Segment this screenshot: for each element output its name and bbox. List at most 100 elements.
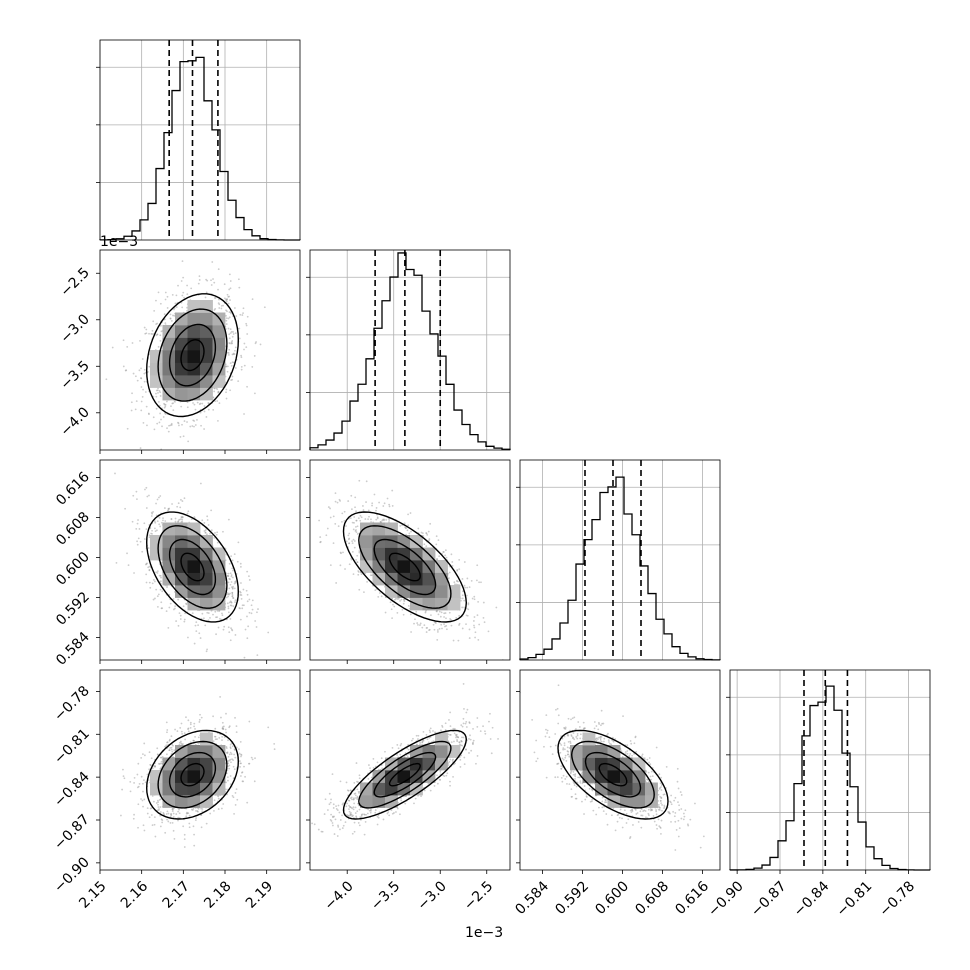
sample-point <box>326 527 329 530</box>
sample-point <box>156 572 159 574</box>
sample-point <box>337 525 340 528</box>
sample-point <box>209 812 212 815</box>
sample-point <box>204 624 207 627</box>
sample-point <box>195 621 198 624</box>
sample-point <box>240 594 243 596</box>
sample-point <box>375 518 378 521</box>
sample-point <box>193 642 196 645</box>
sample-point <box>164 291 167 294</box>
sample-point <box>187 440 190 443</box>
sample-point <box>467 603 470 606</box>
sample-point <box>417 527 420 530</box>
sample-point <box>166 400 168 403</box>
sample-point <box>228 333 231 336</box>
sample-point <box>154 580 156 583</box>
sample-point <box>209 616 211 619</box>
density-cell <box>175 535 188 548</box>
sample-point <box>409 613 412 616</box>
sample-point <box>217 419 219 422</box>
sample-point <box>440 623 443 626</box>
sample-point <box>428 539 430 542</box>
sample-point <box>214 532 216 534</box>
sample-point <box>357 517 360 520</box>
sample-point <box>230 601 233 603</box>
sample-point <box>172 409 175 412</box>
sample-point <box>159 588 162 591</box>
sample-point <box>358 550 361 552</box>
sample-point <box>228 348 231 351</box>
contour-2 <box>358 525 452 609</box>
sample-point <box>169 602 172 605</box>
density-cell <box>187 350 201 363</box>
sample-point <box>338 498 341 501</box>
sample-point <box>153 816 156 818</box>
sample-point <box>248 598 251 601</box>
sample-point <box>171 402 174 405</box>
sample-point <box>189 425 192 428</box>
sample-point <box>161 755 164 758</box>
sample-point <box>146 495 149 498</box>
density-cell <box>175 387 188 401</box>
sample-point <box>190 518 193 521</box>
sample-point <box>230 364 233 367</box>
sample-point <box>467 608 470 611</box>
sample-point <box>355 510 357 513</box>
sample-point <box>205 291 208 294</box>
sample-point <box>148 332 150 335</box>
sample-point <box>183 618 186 621</box>
sample-point <box>114 472 116 475</box>
panel-frame <box>99 459 301 661</box>
sample-point <box>233 749 236 751</box>
sample-point <box>318 519 320 522</box>
sample-point <box>213 281 216 284</box>
density-cell <box>200 387 213 401</box>
sample-point <box>216 738 218 741</box>
sample-point <box>384 611 387 614</box>
sample-point <box>217 797 220 800</box>
sample-point <box>227 327 230 330</box>
sample-point <box>226 602 229 605</box>
sample-point <box>161 821 164 824</box>
sample-point <box>240 582 242 584</box>
sample-point <box>410 631 412 633</box>
sample-point <box>228 764 231 767</box>
sample-point <box>201 810 204 813</box>
sample-point <box>423 543 426 546</box>
sample-point <box>227 575 229 577</box>
sample-point <box>157 291 160 294</box>
sample-point <box>471 597 474 600</box>
sample-point <box>229 362 232 365</box>
sample-point <box>225 391 227 394</box>
sample-point <box>203 410 206 413</box>
sample-point <box>159 339 162 342</box>
sample-point <box>143 742 146 745</box>
sample-point <box>142 805 144 808</box>
sample-point <box>248 579 251 581</box>
sample-point <box>174 517 177 520</box>
scatter-panel-2-0 <box>96 459 301 664</box>
sample-point <box>435 543 438 546</box>
sample-point <box>156 498 159 501</box>
sample-point <box>213 387 216 390</box>
sample-point <box>458 622 461 625</box>
sample-point <box>182 435 185 438</box>
density-cell <box>175 325 188 338</box>
sample-point <box>186 512 189 515</box>
sample-point <box>213 809 215 812</box>
sample-point <box>194 408 197 411</box>
sample-point <box>151 582 154 585</box>
contour-1 <box>168 323 217 387</box>
sample-point <box>419 622 422 625</box>
sample-point <box>153 309 156 312</box>
sample-point <box>363 591 365 594</box>
sample-point <box>155 802 158 804</box>
sample-point <box>351 508 353 511</box>
sample-point <box>222 725 225 728</box>
sample-point <box>136 543 139 546</box>
sample-point <box>196 401 199 404</box>
sample-point <box>229 299 231 301</box>
sample-point <box>228 587 231 590</box>
density-cell <box>187 312 201 326</box>
sample-point <box>342 551 344 554</box>
sample-point <box>154 521 157 524</box>
